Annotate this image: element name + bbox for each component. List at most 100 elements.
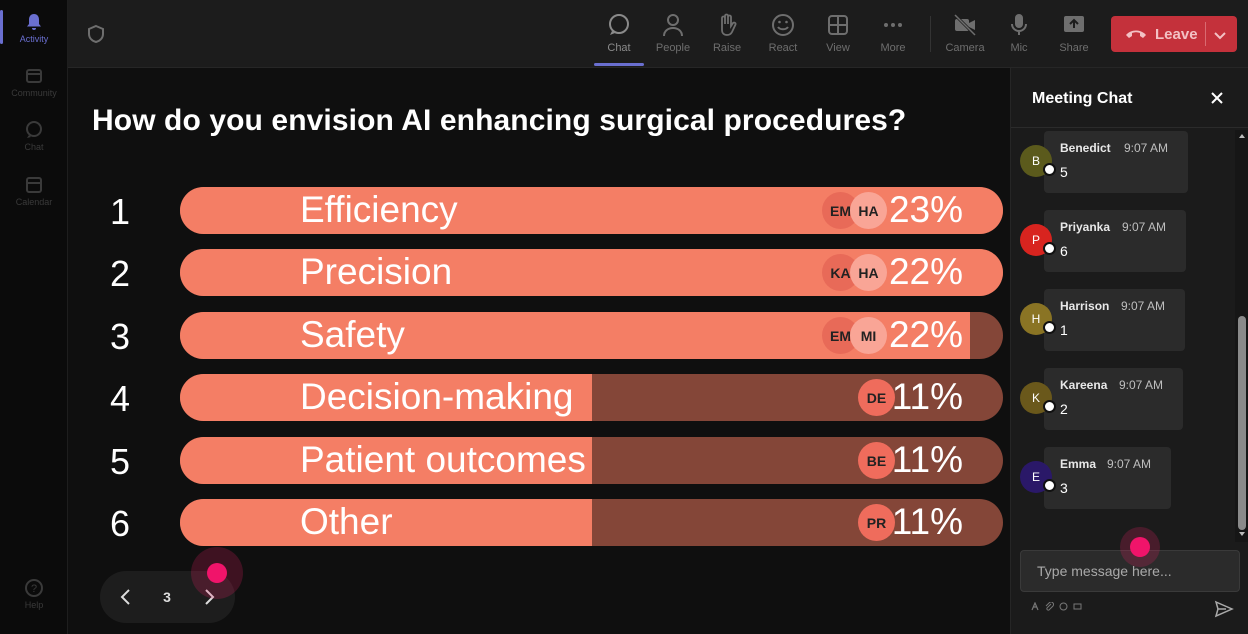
chevron-right-icon[interactable] [199,587,219,607]
option-number: 5 [109,441,131,482]
message-sender: Emma [1060,457,1097,471]
rail-item-label: Chat [24,142,44,152]
message-sender: Kareena [1060,378,1108,392]
close-icon[interactable] [1209,90,1225,106]
camera-button[interactable]: Camera [940,10,990,54]
chat-button[interactable]: Chat [594,10,644,66]
option-percent: 22% [888,314,963,355]
meeting-chat-panel: Meeting Chat Benedict 9:07 AM 5 B Priyan… [1010,68,1248,634]
send-icon[interactable] [1214,599,1234,619]
presence-status-icon [1043,400,1056,413]
phone-hangup-icon [1126,30,1146,38]
option-bar-fill [180,499,592,546]
rail-item-chat[interactable]: Chat [0,120,68,152]
chat-title: Meeting Chat [1032,90,1133,107]
option-bar: Decision-making DE 11% [180,374,1003,421]
chat-scrollbar[interactable] [1235,130,1248,542]
chat-message[interactable]: Emma 9:07 AM 3 E [1011,447,1241,511]
hand-icon [721,13,737,36]
poll-option: 2 Precision KA HA 22% [100,249,1003,296]
option-percent: 23% [888,189,963,230]
rail-active-indicator [0,10,3,44]
chat-message[interactable]: Harrison 9:07 AM 1 H [1011,289,1241,353]
option-percent: 11% [891,501,963,542]
react-button-label: React [768,42,798,54]
people-icon [663,14,683,37]
voter-avatar: PR [858,504,895,541]
shield-icon[interactable] [86,24,106,44]
raise-hand-button[interactable]: Raise [702,10,752,54]
scroll-down-icon[interactable] [1238,530,1246,538]
chat-message-input[interactable] [1020,550,1240,592]
voter-avatar: MI [850,317,887,354]
avatar[interactable]: B [1020,145,1052,177]
poll-option: 6 Other PR 11% [100,499,1003,546]
attach-icon[interactable] [1045,602,1054,611]
rail-item-community[interactable]: Community [0,66,68,98]
mic-button-label: Mic [1010,42,1028,54]
voter-avatar: BE [858,442,895,479]
avatar[interactable]: E [1020,461,1052,493]
chat-message[interactable]: Kareena 9:07 AM 2 K [1011,368,1241,432]
more-button[interactable]: More [868,10,918,54]
camera-button-label: Camera [945,42,985,54]
message-sender: Benedict [1060,141,1111,155]
voter-avatar: KA [822,254,859,291]
option-number: 2 [109,253,131,294]
message-time: 9:07 AM [1107,457,1152,471]
help-icon: ? [25,579,43,597]
message-time: 9:07 AM [1119,378,1164,392]
poll-option: 4 Decision-making DE 11% [100,374,1003,421]
gif-icon[interactable] [1073,602,1082,611]
leave-divider [1205,22,1206,46]
rail-item-activity[interactable]: Activity [0,12,68,44]
more-button-label: More [880,42,906,54]
option-percent: 11% [891,439,963,480]
message-text: 6 [1060,243,1068,259]
chat-header: Meeting Chat [1011,68,1248,128]
option-bar-fill [180,374,592,421]
presence-status-icon [1043,163,1056,176]
chat-message[interactable]: Benedict 9:07 AM 5 B [1011,131,1241,195]
rail-item-label: Community [11,88,57,98]
cursor-dot [207,563,227,583]
message-time: 9:07 AM [1121,299,1166,313]
people-button[interactable]: People [648,10,698,54]
community-icon [26,69,42,83]
presence-status-icon [1043,479,1056,492]
message-text: 1 [1060,322,1068,338]
left-rail: Activity Community Chat Calendar ? Help [0,0,68,634]
rail-item-calendar[interactable]: Calendar [0,175,68,207]
share-button[interactable]: Share [1049,10,1099,54]
chevron-left-icon[interactable] [116,587,136,607]
emoji-icon[interactable] [1059,602,1068,611]
rail-item-help[interactable]: ? Help [0,578,68,610]
svg-text:?: ? [31,583,37,595]
message-bubble: Benedict 9:07 AM 5 [1044,131,1188,193]
compose-tools [1031,602,1082,611]
mic-button[interactable]: Mic [994,10,1044,54]
chat-button-label: Chat [607,42,631,54]
option-number: 1 [109,191,131,232]
option-number: 3 [109,316,131,357]
message-text: 2 [1060,401,1068,417]
option-bar: Efficiency EM HA 23% [180,187,1003,234]
message-sender: Priyanka [1060,220,1111,234]
message-text: 3 [1060,480,1068,496]
chevron-down-icon[interactable] [1212,27,1228,43]
leave-button[interactable]: Leave [1111,16,1237,52]
chat-message[interactable]: Priyanka 9:07 AM 6 P [1011,210,1241,274]
react-button[interactable]: React [758,10,808,54]
option-label: Safety [300,314,405,355]
option-label: Patient outcomes [300,439,586,480]
page-number: 3 [163,589,171,605]
option-label: Efficiency [300,189,458,230]
cursor-dot [1130,537,1150,557]
view-button[interactable]: View [813,10,863,54]
format-icon[interactable] [1031,602,1040,611]
scroll-up-icon[interactable] [1238,132,1246,140]
scrollbar-thumb[interactable] [1238,316,1246,530]
option-label: Precision [300,251,453,292]
option-bar: Patient outcomes BE 11% [180,437,1003,484]
rail-item-label: Help [24,600,44,610]
